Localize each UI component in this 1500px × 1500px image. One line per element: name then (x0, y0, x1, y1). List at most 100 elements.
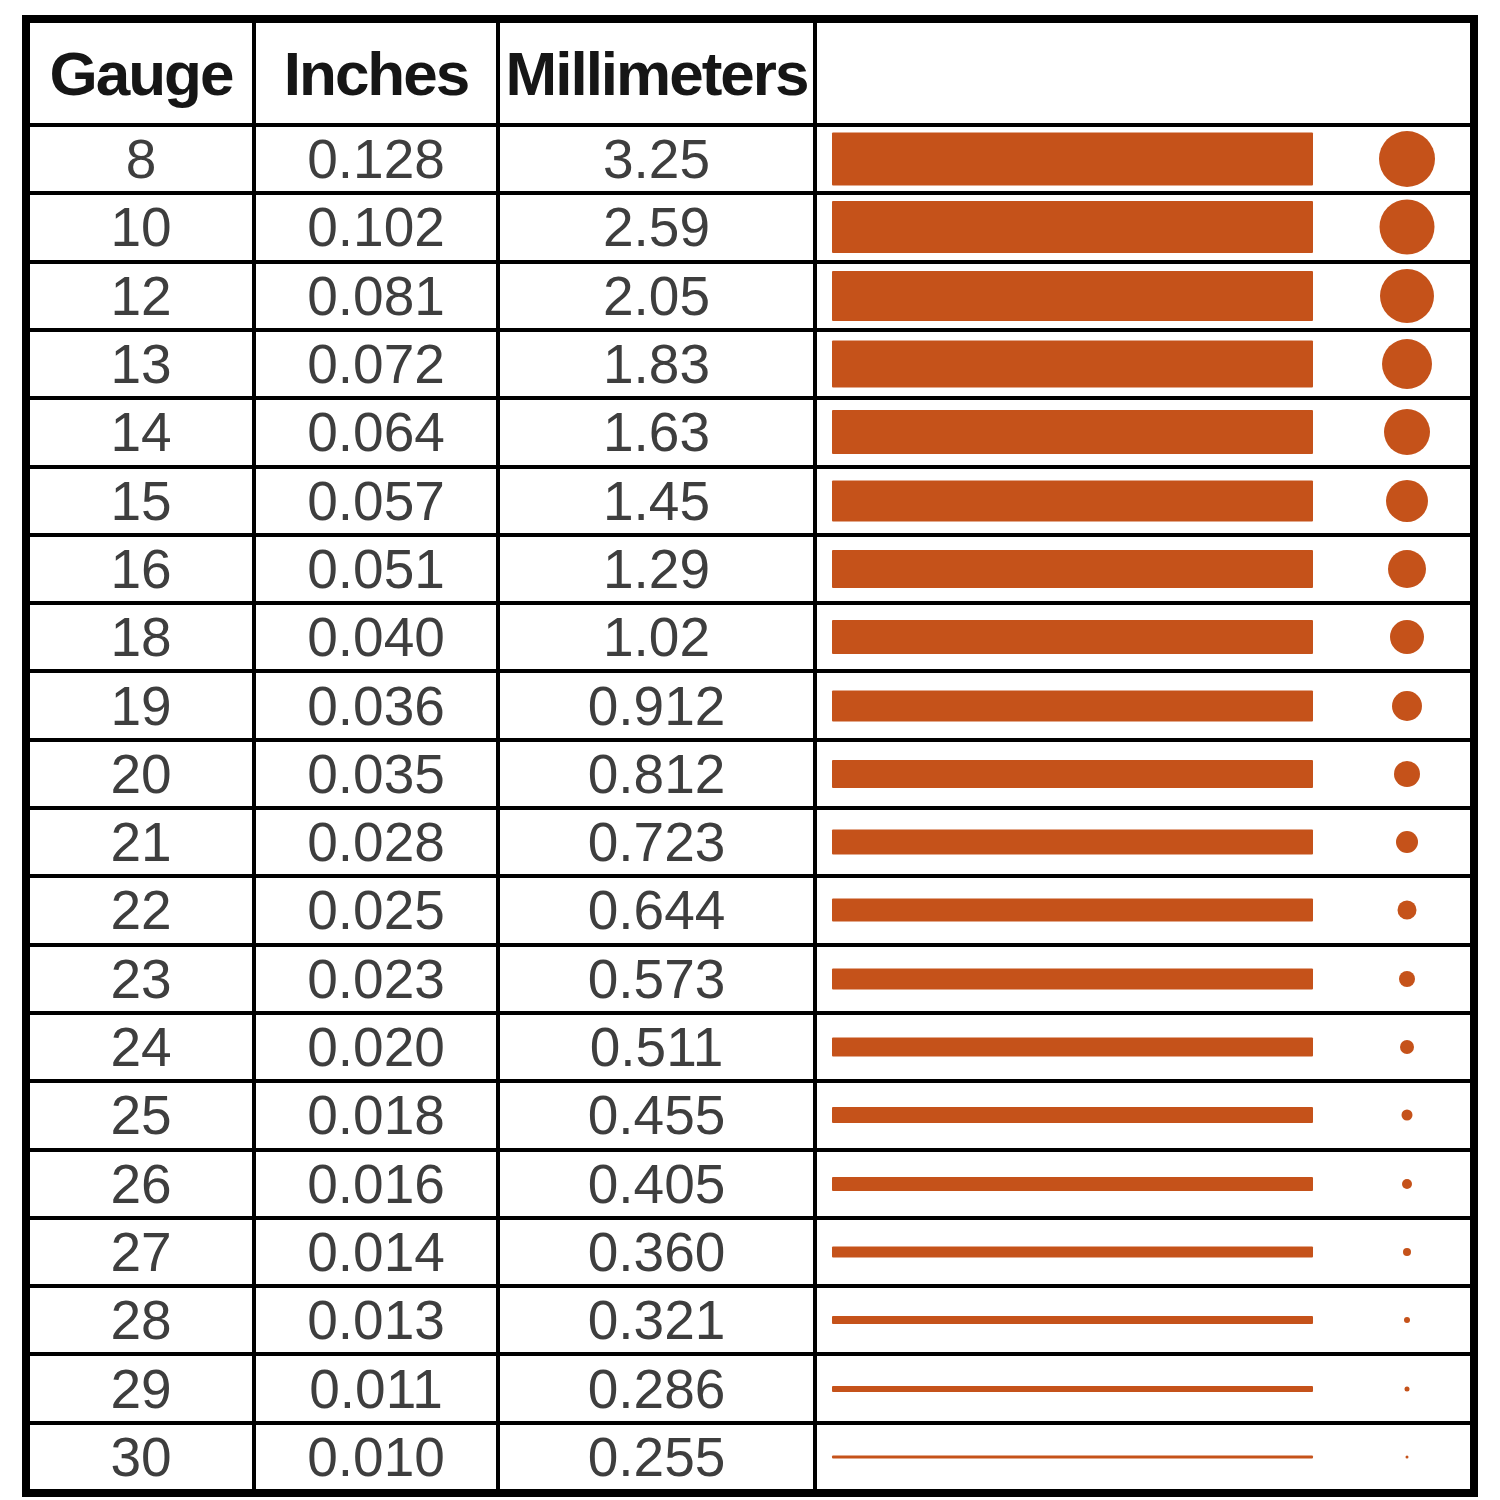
viz-cell (813, 806, 1470, 874)
wire-diameter-dot (1379, 131, 1435, 187)
mm-cell: 1.83 (496, 328, 813, 396)
wire-diameter-dot (1402, 1179, 1412, 1189)
gauge-cell: 26 (30, 1148, 252, 1216)
mm-cell: 0.723 (496, 806, 813, 874)
viz-cell (813, 1216, 1470, 1284)
wire-diameter-dot (1392, 691, 1422, 721)
viz-cell (813, 465, 1470, 533)
inches-cell: 0.013 (252, 1284, 496, 1352)
gauge-cell: 13 (30, 328, 252, 396)
mm-cell: 0.812 (496, 738, 813, 806)
viz-cell (813, 533, 1470, 601)
gauge-cell: 24 (30, 1011, 252, 1079)
inches-cell: 0.128 (252, 123, 496, 191)
wire-thickness-bar (832, 1038, 1313, 1057)
page: Gauge Inches Millimeters 80.1283.25100.1… (0, 0, 1500, 1500)
wire-thickness-bar (832, 760, 1313, 788)
mm-cell: 0.511 (496, 1011, 813, 1079)
gauge-cell: 22 (30, 874, 252, 942)
wire-diameter-dot (1386, 480, 1428, 522)
wire-thickness-bar (832, 550, 1313, 588)
inches-cell: 0.023 (252, 943, 496, 1011)
wire-thickness-bar (832, 830, 1313, 855)
gauge-cell: 14 (30, 396, 252, 464)
wire-thickness-bar (832, 1246, 1313, 1257)
inches-cell: 0.102 (252, 191, 496, 259)
inches-cell: 0.028 (252, 806, 496, 874)
inches-cell: 0.025 (252, 874, 496, 942)
gauge-cell: 25 (30, 1079, 252, 1147)
inches-cell: 0.018 (252, 1079, 496, 1147)
wire-diameter-dot (1380, 269, 1434, 323)
inches-cell: 0.011 (252, 1352, 496, 1420)
inches-cell: 0.036 (252, 669, 496, 737)
viz-cell (813, 738, 1470, 806)
wire-thickness-bar (832, 690, 1313, 721)
mm-cell: 0.455 (496, 1079, 813, 1147)
header-gauge: Gauge (30, 23, 252, 123)
gauge-cell: 15 (30, 465, 252, 533)
mm-cell: 0.912 (496, 669, 813, 737)
wire-diameter-dot (1394, 761, 1420, 787)
inches-cell: 0.040 (252, 601, 496, 669)
mm-cell: 0.360 (496, 1216, 813, 1284)
inches-cell: 0.014 (252, 1216, 496, 1284)
header-inches: Inches (252, 23, 496, 123)
viz-cell (813, 1011, 1470, 1079)
wire-thickness-bar (832, 410, 1313, 454)
mm-cell: 1.29 (496, 533, 813, 601)
wire-thickness-bar (832, 480, 1313, 521)
wire-diameter-dot (1380, 200, 1435, 255)
viz-cell (813, 260, 1470, 328)
mm-cell: 0.644 (496, 874, 813, 942)
inches-cell: 0.057 (252, 465, 496, 533)
viz-cell (813, 601, 1470, 669)
gauge-cell: 20 (30, 738, 252, 806)
inches-cell: 0.010 (252, 1421, 496, 1489)
wire-diameter-dot (1400, 1040, 1414, 1054)
wire-diameter-dot (1390, 620, 1424, 654)
wire-diameter-dot (1399, 971, 1415, 987)
wire-diameter-dot (1398, 901, 1417, 920)
wire-diameter-dot (1382, 339, 1432, 389)
wire-thickness-bar (832, 1177, 1313, 1191)
mm-cell: 0.321 (496, 1284, 813, 1352)
gauge-cell: 28 (30, 1284, 252, 1352)
inches-cell: 0.081 (252, 260, 496, 328)
viz-cell (813, 1284, 1470, 1352)
wire-diameter-dot (1403, 1248, 1411, 1256)
inches-cell: 0.035 (252, 738, 496, 806)
header-millimeters: Millimeters (496, 23, 813, 123)
wire-diameter-dot (1388, 550, 1426, 588)
gauge-cell: 21 (30, 806, 252, 874)
wire-thickness-bar (832, 1107, 1313, 1123)
wire-thickness-bar (832, 133, 1313, 186)
gauge-cell: 19 (30, 669, 252, 737)
gauge-cell: 16 (30, 533, 252, 601)
viz-cell (813, 1079, 1470, 1147)
mm-cell: 2.59 (496, 191, 813, 259)
gauge-cell: 23 (30, 943, 252, 1011)
viz-cell (813, 396, 1470, 464)
wire-thickness-bar (832, 620, 1313, 654)
wire-diameter-dot (1405, 1386, 1410, 1391)
wire-diameter-dot (1404, 1317, 1410, 1323)
gauge-cell: 18 (30, 601, 252, 669)
mm-cell: 0.255 (496, 1421, 813, 1489)
wire-thickness-bar (832, 1386, 1313, 1392)
inches-cell: 0.051 (252, 533, 496, 601)
wire-gauge-table: Gauge Inches Millimeters 80.1283.25100.1… (22, 15, 1478, 1497)
mm-cell: 0.573 (496, 943, 813, 1011)
wire-thickness-bar (832, 271, 1313, 321)
wire-diameter-dot (1406, 1455, 1409, 1458)
wire-diameter-dot (1384, 409, 1430, 455)
wire-thickness-bar (832, 968, 1313, 989)
wire-thickness-bar (832, 899, 1313, 922)
gauge-cell: 27 (30, 1216, 252, 1284)
mm-cell: 1.02 (496, 601, 813, 669)
viz-cell (813, 123, 1470, 191)
wire-thickness-bar (832, 1316, 1313, 1324)
gauge-cell: 8 (30, 123, 252, 191)
wire-diameter-dot (1402, 1110, 1413, 1121)
mm-cell: 1.63 (496, 396, 813, 464)
